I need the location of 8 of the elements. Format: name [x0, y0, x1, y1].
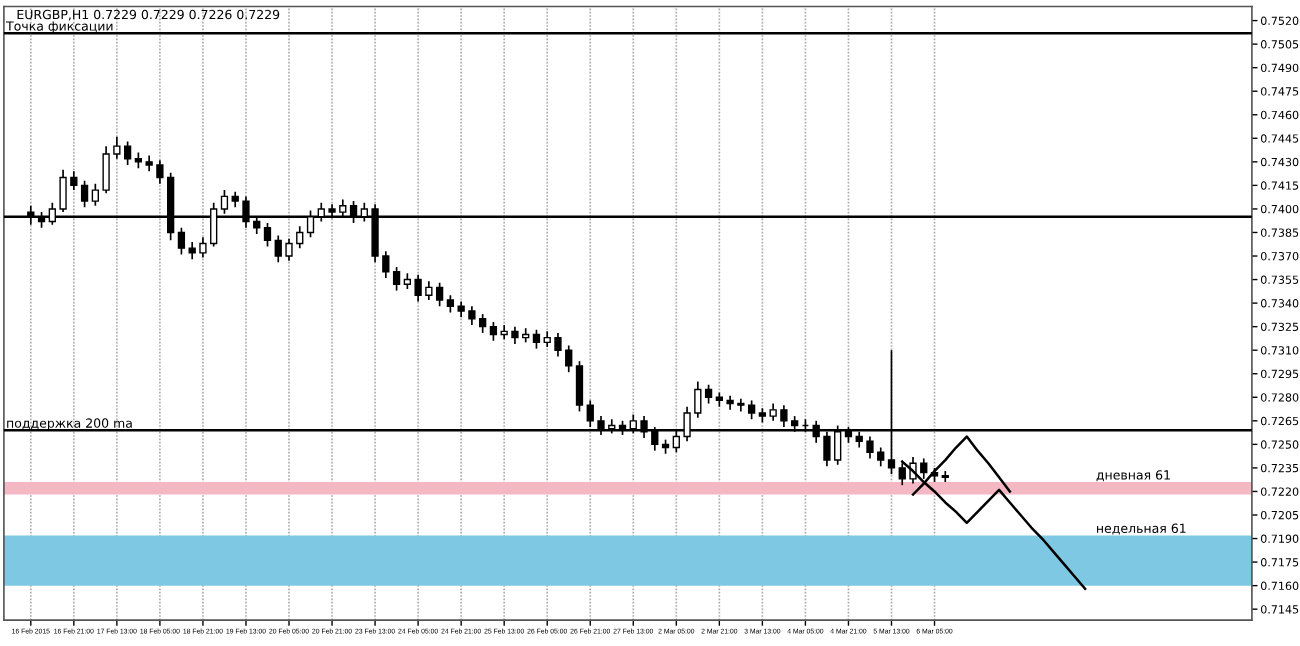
- candlestick: [177, 226, 186, 256]
- candlestick: [704, 383, 713, 405]
- candlestick: [392, 266, 401, 292]
- candlestick: [575, 360, 584, 413]
- candlestick: [532, 328, 541, 350]
- candlestick: [489, 321, 498, 342]
- candlestick: [263, 222, 272, 248]
- candlestick: [80, 179, 89, 209]
